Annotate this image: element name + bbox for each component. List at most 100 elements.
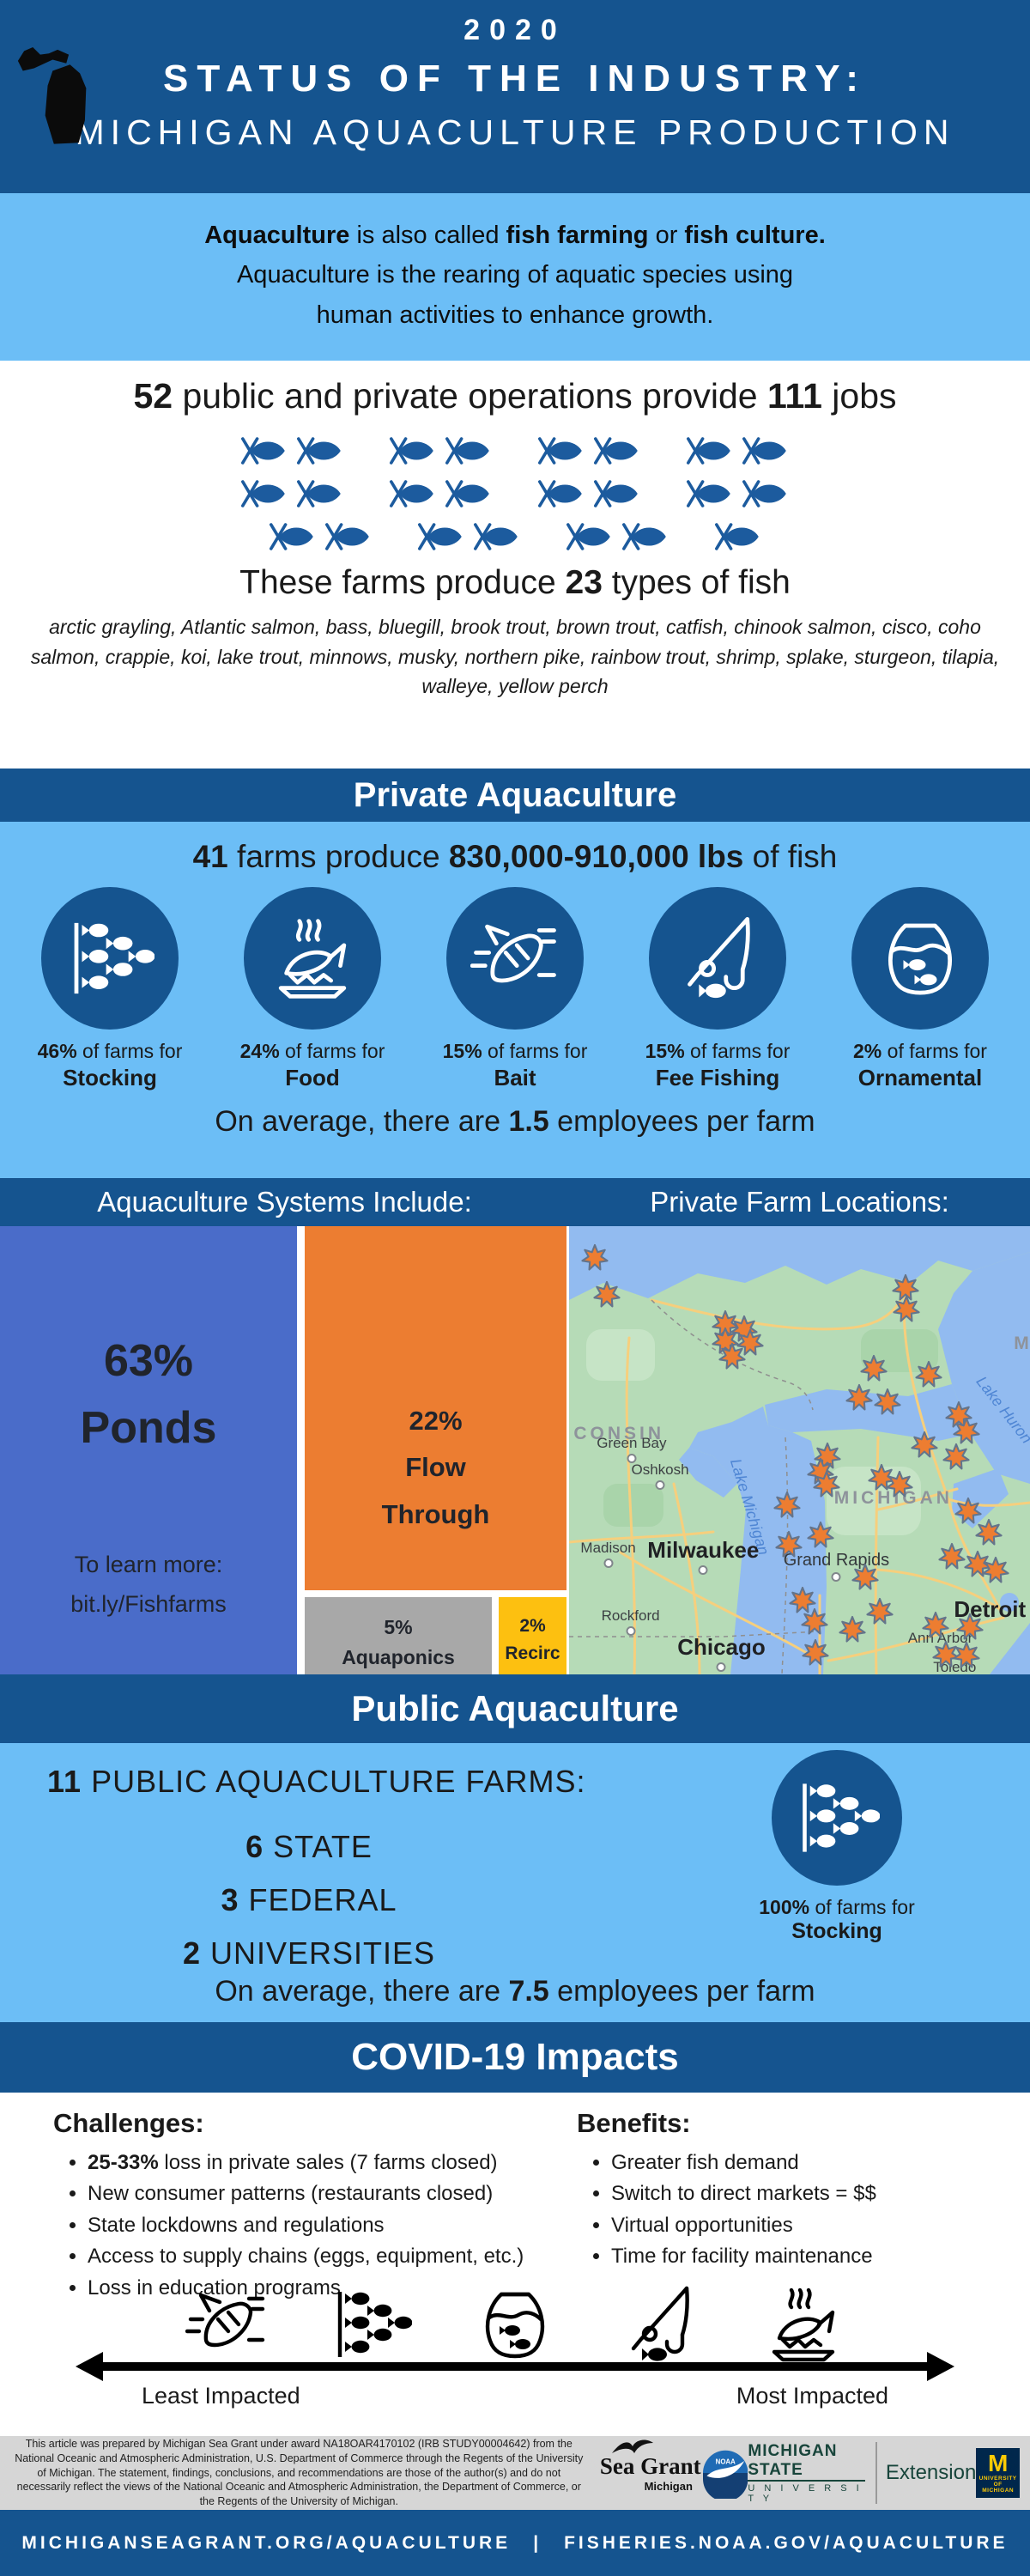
fish-icon-group [389, 435, 493, 466]
benefit-item: Greater fish demand [611, 2148, 1015, 2178]
svg-text:NOAA: NOAA [716, 2458, 736, 2466]
farm-use-percent: 15% of farms for [442, 1040, 588, 1062]
farm-use-icon [673, 914, 762, 1003]
farm-location-marker[interactable] [799, 1607, 830, 1637]
fish-icon [621, 521, 670, 552]
farm-location-marker[interactable] [884, 1469, 915, 1500]
farm-location-marker[interactable] [579, 1242, 610, 1273]
report-year: 2020 [464, 14, 566, 46]
fish-icon-group [240, 478, 344, 509]
farm-location-marker[interactable] [913, 1359, 944, 1390]
fish-icon [324, 521, 373, 552]
fish-icon-group [417, 521, 521, 552]
farm-use-card: 46% of farms for Stocking [18, 887, 202, 1091]
farm-location-marker[interactable] [872, 1387, 903, 1418]
fish-icon [389, 435, 437, 466]
challenge-item: New consumer patterns (restaurants close… [88, 2178, 577, 2209]
learn-more-link[interactable]: bit.ly/Fishfarms [70, 1591, 227, 1618]
benefits-title: Benefits: [577, 2108, 691, 2138]
impact-scale-icon [618, 2283, 700, 2366]
noaa-url-link[interactable]: FISHERIES.NOAA.GOV/AQUACULTURE [564, 2532, 1009, 2553]
farm-use-percent: 46% of farms for [37, 1040, 183, 1062]
fish-icon [417, 521, 465, 552]
aquaponics-label: Aquaponics [342, 1645, 455, 1668]
fish-icon [445, 478, 493, 509]
farm-location-marker[interactable] [951, 1640, 982, 1671]
farm-location-marker[interactable] [591, 1279, 622, 1310]
farm-location-marker[interactable] [844, 1382, 875, 1413]
farm-use-icon-circle [851, 887, 989, 1030]
benefits-column: Benefits: Greater fish demandSwitch to d… [577, 2108, 1015, 2273]
fish-icon [537, 435, 585, 466]
farm-use-percent: 15% of farms for [645, 1040, 791, 1062]
farm-use-icon [65, 914, 154, 1003]
farm-location-marker[interactable] [850, 1562, 881, 1593]
farm-location-marker[interactable] [909, 1430, 940, 1461]
covid-impacts-header: COVID-19 Impacts [0, 2022, 1030, 2093]
definition-line-1: Aquaculture is also called fish farming … [204, 222, 826, 249]
recirc-percent: 2% [519, 1616, 546, 1636]
public-farm-count-row: 3 FEDERAL [221, 1882, 397, 1917]
fish-icon-group [537, 478, 641, 509]
msu-extension-logo: MICHIGAN STATE U N I V E R S I T Y Exten… [748, 2442, 977, 2504]
farm-location-marker[interactable] [858, 1353, 889, 1384]
definition-block: Aquaculture is also called fish farming … [0, 193, 1030, 361]
challenge-item: Loss in education programs [88, 2273, 577, 2304]
treemap-flow-through-block: 22% Flow Through [305, 1226, 566, 1590]
fish-icon [537, 478, 585, 509]
fish-icon [742, 435, 790, 466]
michigan-silhouette-icon [17, 47, 87, 144]
impact-scale-icon [185, 2283, 268, 2366]
benefit-item: Virtual opportunities [611, 2210, 1015, 2241]
flow-label-2: Through [381, 1498, 490, 1529]
fish-icon [473, 521, 521, 552]
farm-location-marker[interactable] [973, 1517, 1004, 1548]
seagrant-url-link[interactable]: MICHIGANSEAGRANT.ORG/AQUACULTURE [21, 2532, 512, 2553]
fish-icon [742, 478, 790, 509]
farm-location-marker[interactable] [920, 1610, 951, 1641]
farm-use-label: Food [285, 1065, 340, 1091]
farm-location-marker[interactable] [772, 1490, 803, 1521]
farm-use-icon-circle [446, 887, 584, 1030]
public-farm-counts: 6 STATE 3 FEDERAL 2 UNIVERSITIES [52, 1812, 566, 1971]
farm-location-marker[interactable] [805, 1520, 836, 1551]
farm-location-marker[interactable] [773, 1529, 804, 1560]
farm-use-icon-circle [649, 887, 786, 1030]
fish-pictograph [0, 435, 1030, 552]
fish-icon-group [389, 478, 493, 509]
farm-location-marker[interactable] [811, 1469, 842, 1500]
farm-locations-map[interactable]: CONSIN Green Bay Oshkosh Madison Milwaukee Ro… [569, 1226, 1030, 1674]
ponds-label: Ponds [80, 1403, 217, 1453]
map-label: Milwaukee [647, 1536, 760, 1563]
fish-icon [593, 478, 641, 509]
fish-icon [686, 435, 734, 466]
public-stocking-percent: 100% of farms for Stocking [738, 1896, 936, 1944]
fish-icon [296, 435, 344, 466]
stocking-icon [794, 1775, 880, 1861]
farm-location-marker[interactable] [980, 1555, 1011, 1586]
flow-label-1: Flow [405, 1452, 466, 1483]
farm-use-icon [876, 914, 965, 1003]
farm-location-marker[interactable] [891, 1294, 922, 1325]
farm-location-marker[interactable] [864, 1596, 895, 1627]
farm-location-marker[interactable] [717, 1341, 748, 1372]
noaa-logo: NOAA [702, 2450, 748, 2499]
fish-icon-group [566, 521, 670, 552]
sea-grant-logo: Sea Grant Michigan [598, 2439, 703, 2493]
farm-location-marker[interactable] [800, 1637, 831, 1668]
farm-location-marker[interactable] [954, 1612, 985, 1643]
farm-use-label: Bait [494, 1065, 536, 1091]
partner-logos: Sea Grant Michigan NOAA MICHIGAN STATE U… [598, 2439, 1020, 2504]
jobs-headline: 52 public and private operations provide… [133, 376, 897, 416]
fish-icon [240, 478, 288, 509]
bottom-link-bar: MICHIGANSEAGRANT.ORG/AQUACULTURE | FISHE… [0, 2510, 1030, 2576]
farm-use-icon [470, 914, 560, 1003]
fish-icon-group [686, 478, 790, 509]
least-impacted-label: Least Impacted [142, 2383, 300, 2409]
farm-location-marker[interactable] [941, 1442, 972, 1473]
treemap-aquaponics-block: 5% Aquaponics [305, 1597, 492, 1674]
jobs-section: 52 public and private operations provide… [0, 361, 1030, 769]
farm-location-marker[interactable] [837, 1614, 868, 1645]
map-label: Lake Huron [972, 1373, 1030, 1447]
benefit-item: Switch to direct markets = $$ [611, 2178, 1015, 2209]
